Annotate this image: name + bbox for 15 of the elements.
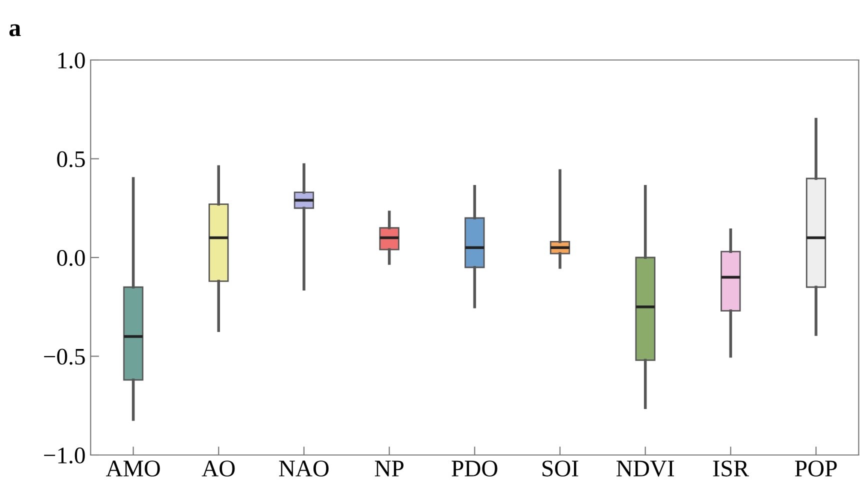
x-tick-label: ISR (713, 460, 750, 476)
chart-title: a (9, 24, 21, 36)
y-tick-label: −0.5 (44, 348, 85, 365)
y-tick-label: 1.0 (58, 52, 85, 69)
x-tick-label: SOI (542, 460, 578, 476)
x-tick-label: AO (202, 460, 235, 476)
x-tick-label: POP (795, 460, 837, 476)
x-tick-label: NAO (279, 460, 329, 476)
y-tick-label: −1.0 (44, 447, 85, 464)
x-tick-label: NP (374, 460, 404, 476)
y-tick-label: 0.5 (57, 151, 85, 168)
x-tick-label: AMO (106, 460, 160, 476)
x-tick-label: PDO (452, 460, 498, 476)
y-tick-label: 0.0 (57, 250, 85, 266)
x-tick-label: NDVI (616, 460, 674, 477)
